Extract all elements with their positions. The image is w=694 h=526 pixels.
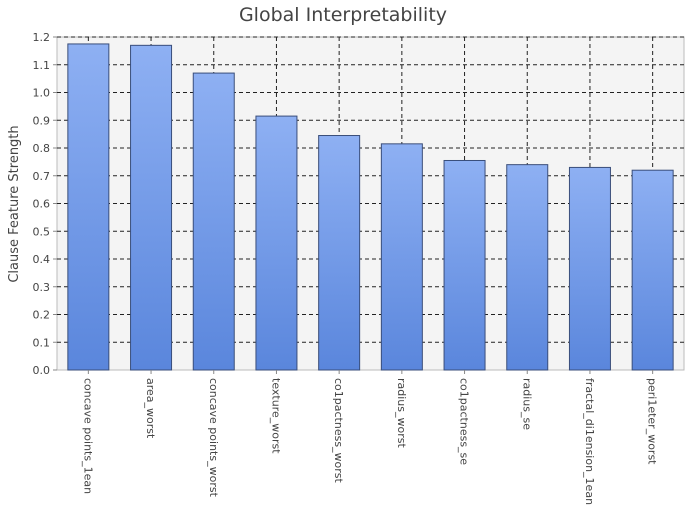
x-tick-label: texture_worst (269, 378, 282, 454)
x-tick-label: concave points_1ean (81, 378, 94, 494)
y-tick-label: 0.5 (33, 225, 51, 238)
x-tick-label: co1pactness_worst (332, 378, 345, 484)
bar-concave-points-1ean (67, 43, 110, 371)
x-tick-label: fractal_di1ension_1ean (583, 378, 596, 505)
bar-peri1eter-worst (631, 169, 674, 371)
bar-area-worst (130, 44, 173, 371)
x-tick-label: radius_worst (395, 378, 408, 448)
y-axis-ticks: 0.0 0.1 0.2 0.3 0.4 0.5 0.6 0.7 0.8 0.9 1.0 1.1 1.2 (33, 31, 57, 377)
y-tick-label: 0.6 (33, 198, 51, 211)
y-tick-label: 0.2 (33, 309, 51, 322)
x-tick-label: co1pactness_se (458, 378, 471, 465)
x-axis-tick-labels: concave points_1ean area_worst concave poi… (81, 370, 659, 505)
x-tick-label: area_worst (144, 378, 157, 439)
bar-fractal-di1ension-1ean (568, 166, 611, 371)
y-axis-label: Clause Feature Strength (7, 125, 22, 282)
y-tick-label: 0.4 (33, 253, 51, 266)
x-tick-label: peri1eter_worst (646, 378, 659, 465)
y-tick-label: 0.7 (33, 170, 51, 183)
bars (67, 43, 674, 371)
bar-texture-worst (255, 115, 298, 371)
y-tick-label: 0.0 (33, 364, 51, 377)
y-tick-label: 1.1 (33, 59, 51, 72)
y-tick-label: 0.8 (33, 142, 51, 155)
bar-radius-worst (380, 143, 423, 371)
bar-co1pactness-se (443, 159, 486, 371)
y-tick-label: 0.3 (33, 281, 51, 294)
y-tick-label: 1.2 (33, 31, 51, 44)
x-tick-label: concave points_worst (207, 378, 220, 498)
chart-title: Global Interpretability (239, 4, 447, 26)
y-tick-label: 1.0 (33, 87, 51, 100)
bar-co1pactness-worst (318, 135, 361, 371)
y-tick-label: 0.1 (33, 336, 51, 349)
bar-radius-se (506, 164, 549, 371)
bar-concave-points-worst (192, 72, 235, 371)
y-tick-label: 0.9 (33, 114, 51, 127)
x-tick-label: radius_se (520, 378, 533, 430)
